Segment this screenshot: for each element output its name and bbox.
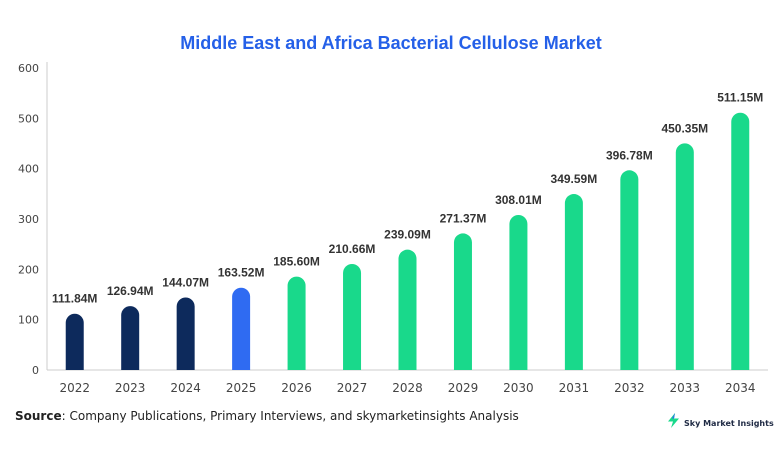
data-label: 308.01M [495, 193, 542, 207]
brand-name: Sky Market Insights [684, 418, 774, 428]
lightning-bolt-icon [667, 413, 681, 433]
x-tick-label: 2022 [59, 381, 90, 395]
bar [731, 112, 750, 371]
x-tick-label: 2031 [559, 381, 590, 395]
bar [398, 249, 417, 370]
bar [65, 313, 84, 370]
bar [176, 297, 195, 370]
data-label: 349.59M [551, 172, 598, 186]
x-tick-label: 2023 [115, 381, 146, 395]
x-tick-label: 2033 [670, 381, 701, 395]
source-note: Source: Company Publications, Primary In… [15, 409, 519, 423]
x-tick-label: 2025 [226, 381, 257, 395]
bar [509, 214, 528, 370]
y-tick-label: 300 [18, 213, 39, 226]
x-tick-label: 2029 [448, 381, 479, 395]
source-text: : Company Publications, Primary Intervie… [61, 409, 519, 423]
data-label: 396.78M [606, 148, 653, 162]
source-label: Source [15, 409, 62, 423]
bar [453, 233, 472, 370]
y-tick-label: 600 [18, 62, 39, 75]
y-tick-label: 200 [18, 263, 39, 276]
bar [343, 263, 362, 370]
x-tick-label: 2030 [503, 381, 534, 395]
data-label: 511.15M [717, 91, 763, 105]
x-tick-label: 2032 [614, 381, 645, 395]
data-label: 163.52M [218, 266, 265, 280]
data-label: 111.84M [52, 292, 97, 306]
bar [620, 170, 639, 370]
x-tick-label: 2034 [725, 381, 756, 395]
y-tick-label: 100 [18, 314, 39, 327]
x-tick-label: 2024 [170, 381, 201, 395]
bar-chart: 0 100 200 300 400 500 600 111.84M 2022 126.94M 202… [18, 62, 768, 395]
data-label: 450.35M [661, 121, 708, 135]
x-tick-label: 2028 [392, 381, 423, 395]
data-label: 239.09M [384, 228, 431, 242]
y-tick-label: 500 [18, 112, 39, 125]
chart-title: Middle East and Africa Bacterial Cellulo… [180, 33, 602, 53]
data-label: 271.37M [440, 211, 487, 225]
y-tick-label: 400 [18, 163, 39, 176]
x-tick-label: 2027 [337, 381, 368, 395]
bar [232, 287, 251, 370]
data-label: 126.94M [107, 284, 154, 298]
bar [675, 143, 694, 370]
data-label: 144.07M [162, 275, 209, 289]
bar [287, 276, 306, 370]
bar [564, 194, 583, 370]
brand-logo: Sky Market Insights [667, 413, 774, 433]
data-label: 210.66M [329, 242, 376, 256]
y-tick-label: 0 [32, 364, 39, 377]
x-tick-label: 2026 [281, 381, 312, 395]
data-label: 185.60M [273, 255, 320, 269]
bar [121, 306, 140, 370]
